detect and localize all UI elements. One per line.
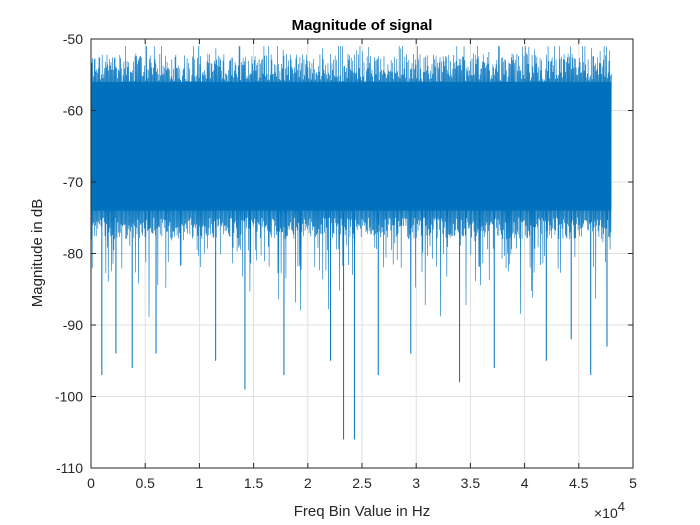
x-exponent-base: ×10 (594, 505, 618, 521)
y-tick-label: -50 (63, 31, 83, 47)
signal-series (90, 46, 612, 440)
y-tick-label: -80 (63, 246, 83, 262)
y-tick-label: -110 (56, 460, 83, 476)
x-tick-label: 0.5 (135, 475, 155, 491)
x-tick-label: 3.5 (461, 475, 481, 491)
x-tick-label: 4 (521, 475, 529, 491)
x-tick-label: 2 (304, 475, 312, 491)
y-axis-ticks: -110 -100 -90 -80 -70 -60 -50 (55, 31, 633, 476)
x-exponent-power: 4 (618, 499, 625, 514)
x-axis-exponent: ×104 (594, 499, 625, 521)
x-tick-label: 5 (629, 475, 637, 491)
x-tick-label: 1 (196, 475, 204, 491)
x-axis-label: Freq Bin Value in Hz (294, 503, 430, 520)
y-tick-label: -60 (63, 103, 83, 119)
y-tick-label: -70 (63, 174, 83, 190)
x-tick-label: 1.5 (244, 475, 264, 491)
x-tick-label: 3 (412, 475, 420, 491)
chart-title: Magnitude of signal (292, 17, 433, 34)
y-tick-label: -90 (63, 317, 83, 333)
x-axis-ticks: 0 0.5 1 1.5 2 2.5 3 3.5 4 4.5 5 (87, 39, 637, 491)
signal-dense-band (91, 81, 612, 211)
y-axis-label: Magnitude in dB (29, 199, 46, 307)
x-tick-label: 2.5 (352, 475, 372, 491)
x-tick-label: 4.5 (569, 475, 589, 491)
x-tick-label: 0 (87, 475, 95, 491)
y-tick-label: -100 (55, 389, 83, 405)
